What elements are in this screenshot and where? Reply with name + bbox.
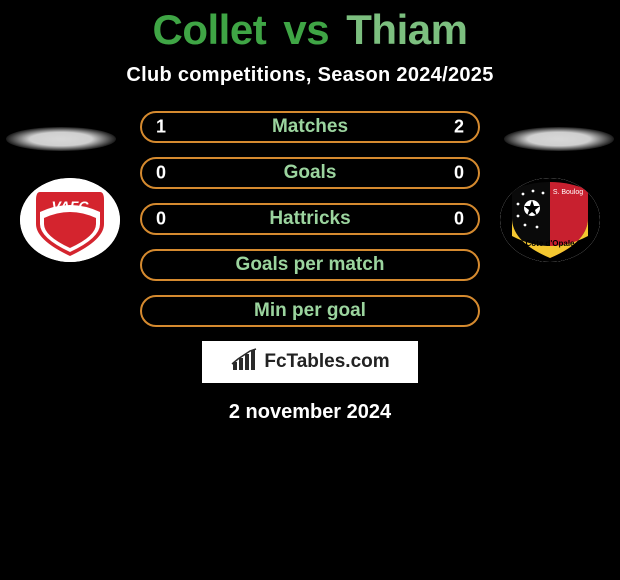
- left-club-badge: VAFC: [20, 178, 120, 262]
- player1-name: Collet: [153, 6, 267, 53]
- stat-row-mpg: Min per goal: [140, 295, 480, 327]
- svg-text:Côte d'Opale: Côte d'Opale: [525, 239, 575, 248]
- svg-text:S. Boulog: S. Boulog: [553, 189, 583, 196]
- stat-row-goals: 0 Goals 0: [140, 157, 480, 189]
- svg-text:VAFC: VAFC: [51, 198, 89, 214]
- stat-label: Hattricks: [269, 208, 350, 230]
- watermark: FcTables.com: [202, 341, 418, 383]
- comparison-title: Collet vs Thiam: [0, 0, 620, 54]
- stat-row-matches: 1 Matches 2: [140, 111, 480, 143]
- stat-label: Min per goal: [254, 300, 366, 322]
- stat-right-value: 0: [454, 209, 464, 230]
- stat-right-value: 0: [454, 163, 464, 184]
- left-shadow: [6, 127, 116, 151]
- date: 2 november 2024: [0, 401, 620, 424]
- stat-label: Matches: [272, 116, 348, 138]
- stat-label: Goals: [284, 162, 337, 184]
- stat-left-value: 0: [156, 209, 166, 230]
- right-shadow: [504, 127, 614, 151]
- player2-name: Thiam: [346, 6, 467, 53]
- watermark-text: FcTables.com: [264, 351, 389, 373]
- vs-separator: vs: [283, 6, 329, 53]
- chart-icon: [230, 348, 258, 377]
- subtitle: Club competitions, Season 2024/2025: [0, 64, 620, 87]
- stat-row-gpm: Goals per match: [140, 249, 480, 281]
- stat-row-hattricks: 0 Hattricks 0: [140, 203, 480, 235]
- stat-left-value: 1: [156, 117, 166, 138]
- stat-right-value: 2: [454, 117, 464, 138]
- stat-left-value: 0: [156, 163, 166, 184]
- stat-label: Goals per match: [236, 254, 385, 276]
- right-club-badge: S. Boulog Côte d'Opale: [500, 178, 600, 262]
- stats-table: 1 Matches 2 0 Goals 0 0 Hattricks 0 Goal…: [140, 111, 480, 327]
